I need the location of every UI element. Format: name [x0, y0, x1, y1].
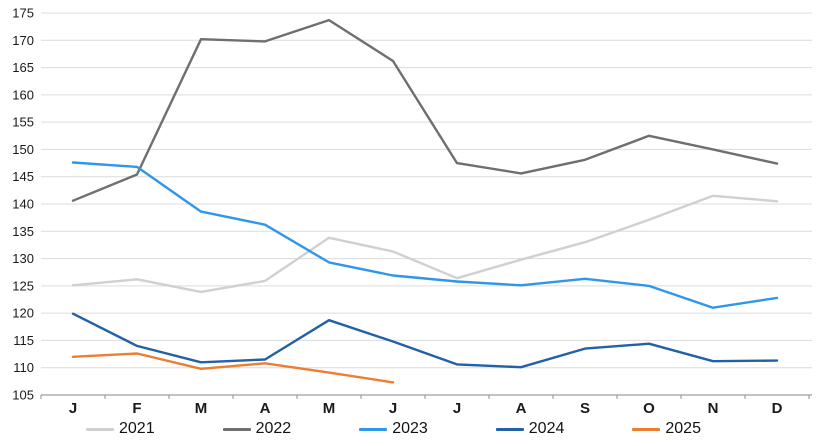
y-tick-label: 110	[13, 360, 34, 375]
legend-swatch-2024	[495, 427, 524, 431]
legend-item-2025: 2025	[632, 420, 701, 438]
chart-legend: 2021 2022 2023 2024 2025	[0, 417, 820, 441]
legend-item-2022: 2022	[222, 420, 292, 438]
legend-item-2024: 2024	[495, 420, 565, 438]
series-line-2022	[71, 18, 779, 202]
legend-label-2022: 2022	[255, 420, 292, 437]
legend-label-2024: 2024	[528, 420, 565, 437]
y-tick-label: 175	[12, 6, 34, 21]
series-line-2025	[71, 352, 395, 384]
legend-swatch-2023	[359, 427, 388, 431]
y-tick-label: 165	[12, 60, 34, 75]
x-tick-label: S	[580, 400, 590, 417]
legend-label-2021: 2021	[119, 420, 155, 437]
y-tick-label: 155	[12, 115, 34, 130]
y-tick-label: 145	[12, 169, 34, 184]
legend-swatch-2022	[222, 427, 251, 431]
y-tick-label: 135	[12, 224, 34, 239]
x-tick-label: O	[643, 400, 655, 417]
x-tick-label: F	[132, 400, 141, 417]
series-line-2021	[71, 194, 779, 294]
x-tick-label: J	[389, 400, 397, 417]
x-tick-label: A	[516, 400, 527, 417]
y-tick-label: 150	[12, 142, 34, 157]
x-tick-label: N	[708, 400, 719, 417]
x-tick-label: M	[323, 400, 336, 417]
y-tick-label: 130	[12, 251, 34, 266]
y-tick-label: 120	[12, 306, 34, 321]
series-line-2023	[71, 161, 779, 309]
x-tick-label: M	[195, 400, 208, 417]
y-tick-label: 115	[13, 333, 34, 348]
y-tick-label: 105	[12, 388, 34, 403]
series-line-2024	[71, 312, 779, 369]
x-tick-label: A	[260, 400, 271, 417]
legend-item-2021: 2021	[86, 420, 155, 438]
y-tick-label: 125	[12, 278, 34, 293]
x-tick-label: J	[453, 400, 461, 417]
y-tick-label: 140	[12, 197, 34, 212]
legend-label-2025: 2025	[665, 420, 701, 437]
x-tick-label: D	[772, 400, 783, 417]
y-tick-label: 170	[12, 33, 34, 48]
legend-swatch-2021	[86, 427, 114, 431]
legend-swatch-2025	[632, 427, 661, 431]
legend-label-2023: 2023	[392, 420, 428, 437]
x-tick-label: J	[69, 400, 77, 417]
legend-item-2023: 2023	[359, 420, 428, 438]
y-tick-label: 160	[12, 87, 34, 102]
